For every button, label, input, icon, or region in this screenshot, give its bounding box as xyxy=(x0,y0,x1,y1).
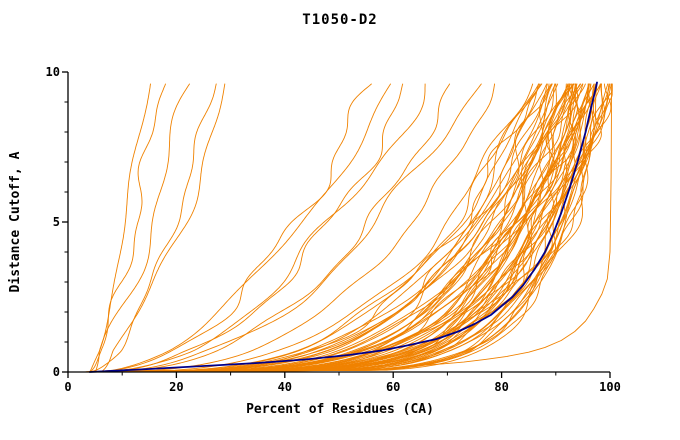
model-curve xyxy=(89,83,451,373)
model-curve xyxy=(83,83,553,373)
model-curve xyxy=(94,83,391,373)
model-curve xyxy=(83,83,610,373)
model-curve xyxy=(94,83,611,373)
model-curve xyxy=(94,83,613,373)
model-curve xyxy=(91,83,556,373)
model-curve xyxy=(89,83,166,373)
y-tick-label: 10 xyxy=(45,65,60,79)
model-curve xyxy=(91,83,586,373)
model-curve xyxy=(94,83,598,373)
model-curve xyxy=(89,83,541,373)
x-tick-label: 60 xyxy=(385,380,401,394)
model-curve xyxy=(89,83,602,373)
model-curve xyxy=(89,83,581,373)
model-curve xyxy=(86,83,548,373)
model-curve xyxy=(94,83,540,373)
model-curve xyxy=(89,83,404,373)
model-curve xyxy=(94,83,571,373)
model-curve xyxy=(86,83,592,373)
model-curve xyxy=(89,83,569,373)
model-curve xyxy=(83,83,534,373)
x-tick-label: 0 xyxy=(64,380,72,394)
model-curve xyxy=(94,83,482,373)
model-curve xyxy=(94,83,569,373)
y-tick-label: 5 xyxy=(52,215,60,229)
model-curve xyxy=(94,83,590,373)
y-axis-label: Distance Cutoff, A xyxy=(8,151,23,293)
x-tick-label: 100 xyxy=(599,380,621,394)
model-curve xyxy=(89,83,574,373)
model-curve xyxy=(94,83,426,373)
x-tick-label: 40 xyxy=(277,380,293,394)
model-curve xyxy=(94,83,574,373)
x-tick-label: 20 xyxy=(169,380,184,394)
model-curve xyxy=(83,83,602,373)
model-curve xyxy=(89,83,151,373)
x-tick-label: 80 xyxy=(494,380,509,394)
model-curve xyxy=(89,83,572,373)
model-curve xyxy=(94,83,543,373)
model-curve xyxy=(89,83,372,373)
model-curve xyxy=(83,83,579,373)
model-curve xyxy=(94,83,578,373)
model-curve xyxy=(86,83,574,373)
highlight-curve xyxy=(88,81,598,373)
model-curve xyxy=(89,83,542,373)
model-curve xyxy=(89,83,597,373)
model-curve xyxy=(94,83,548,373)
model-curve xyxy=(89,83,590,373)
model-curve xyxy=(100,83,226,373)
model-curve xyxy=(83,83,567,373)
model-curve xyxy=(83,83,603,373)
x-axis-label: Percent of Residues (CA) xyxy=(246,402,434,417)
model-curve xyxy=(89,83,496,373)
model-curve xyxy=(86,83,557,373)
outlier-curve xyxy=(419,83,613,366)
model-curve xyxy=(94,83,190,373)
model-curve xyxy=(83,83,576,373)
model-curve xyxy=(89,83,553,373)
chart-title: T1050-D2 xyxy=(302,12,378,28)
model-curve xyxy=(89,83,217,373)
y-tick-label: 0 xyxy=(52,365,60,379)
model-curve xyxy=(91,83,609,373)
model-curve xyxy=(89,83,590,373)
model-curve xyxy=(83,83,595,373)
model-curve xyxy=(86,83,606,373)
model-curve xyxy=(89,83,613,373)
